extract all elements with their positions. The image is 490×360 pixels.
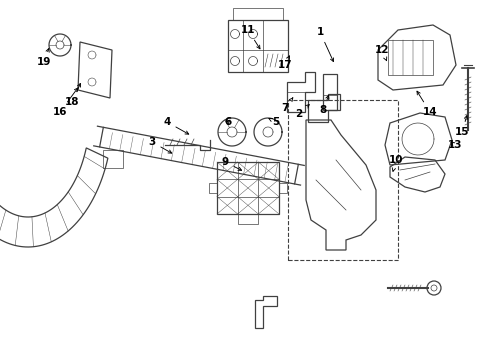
Bar <box>288 100 398 260</box>
Text: 10: 10 <box>389 155 403 171</box>
Bar <box>103 150 123 168</box>
Text: 4: 4 <box>163 117 189 134</box>
Text: 15: 15 <box>455 116 469 137</box>
Text: 3: 3 <box>148 137 172 153</box>
Bar <box>209 183 217 193</box>
Bar <box>233 8 283 20</box>
Text: 16: 16 <box>53 88 78 117</box>
Text: 9: 9 <box>221 157 242 170</box>
Text: 18: 18 <box>65 84 80 107</box>
Text: 12: 12 <box>375 45 389 61</box>
Bar <box>279 183 287 193</box>
Bar <box>217 162 279 214</box>
Text: 6: 6 <box>224 117 232 127</box>
Text: 13: 13 <box>448 140 462 150</box>
Bar <box>238 214 258 224</box>
Text: 19: 19 <box>37 49 51 67</box>
Text: 7: 7 <box>281 98 293 113</box>
Text: 1: 1 <box>317 27 334 62</box>
Bar <box>323 74 337 110</box>
Text: 2: 2 <box>295 104 309 119</box>
Text: 17: 17 <box>278 56 293 70</box>
Text: 11: 11 <box>241 25 260 49</box>
Text: 5: 5 <box>269 117 280 127</box>
Text: 14: 14 <box>417 91 437 117</box>
Text: 8: 8 <box>319 95 329 115</box>
Bar <box>228 20 288 72</box>
Bar <box>388 40 433 75</box>
